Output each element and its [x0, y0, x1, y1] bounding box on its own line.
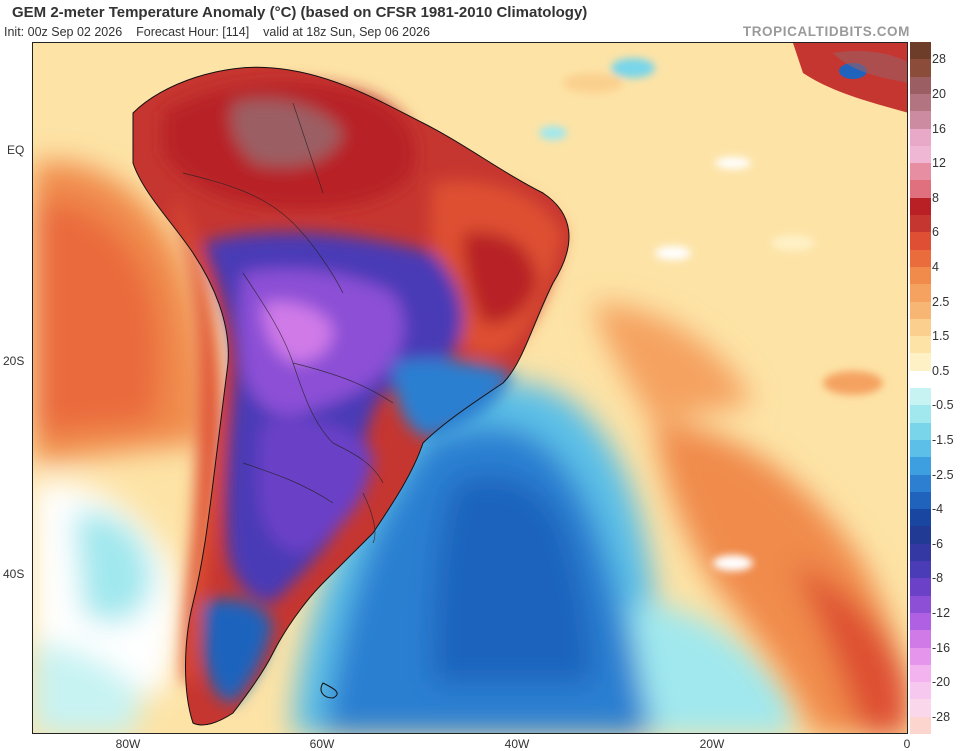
legend-swatch [910, 664, 931, 683]
legend-swatch [910, 457, 931, 475]
legend-swatch [910, 612, 931, 631]
lon-label-40w: 40W [504, 737, 530, 751]
valid-time: valid at 18z Sun, Sep 06 2026 [263, 25, 430, 39]
lat-label-eq: EQ [7, 143, 25, 157]
coastlines [132, 66, 570, 726]
legend-swatch [910, 647, 931, 666]
lon-label-80w: 80W [115, 737, 141, 751]
legend-label: 28 [932, 52, 946, 67]
legend-swatch [910, 405, 931, 424]
legend-swatch [910, 93, 931, 112]
legend-swatch [910, 630, 931, 648]
legend-swatch [910, 215, 931, 233]
legend-label: 2.5 [932, 294, 950, 309]
legend-swatch [910, 266, 931, 285]
legend-swatch [910, 111, 931, 129]
legend-swatch [910, 336, 931, 354]
brand-watermark: TROPICALTIDBITS.COM [742, 24, 910, 39]
legend-label: -2.5 [932, 467, 954, 482]
legend-label: -0.5 [932, 398, 954, 413]
legend-swatch [910, 145, 931, 164]
legend-label: 16 [932, 121, 946, 136]
legend-swatch [910, 370, 931, 389]
lon-label-20w: 20W [699, 737, 725, 751]
map-subtitle: Init: 00z Sep 02 2026 Forecast Hour: [114… [4, 25, 444, 39]
pacific-anomaly [33, 161, 205, 733]
legend-label: -1.5 [932, 432, 954, 447]
lat-label-20s: 20S [3, 354, 25, 368]
lat-label-40s: 40S [3, 567, 25, 581]
legend-swatch [910, 249, 931, 268]
legend-label: -4 [932, 502, 944, 517]
legend-swatch [910, 561, 931, 579]
legend-label: 6 [932, 225, 939, 240]
legend-label: 8 [932, 190, 939, 205]
legend-label: 12 [932, 156, 946, 171]
legend-swatch [910, 76, 931, 95]
legend-swatch [910, 301, 931, 320]
legend-swatch [910, 474, 931, 493]
legend-label: 4 [932, 259, 939, 274]
atlantic-warm-anomaly [593, 303, 907, 733]
legend-swatch [910, 388, 931, 406]
legend-label: -20 [932, 675, 951, 690]
legend-label: 20 [932, 86, 946, 101]
legend-label: 1.5 [932, 329, 950, 344]
legend-swatch [910, 509, 931, 527]
legend-swatch [910, 543, 931, 562]
legend-swatch [910, 180, 931, 199]
legend-swatch [910, 318, 931, 337]
forecast-hour: Forecast Hour: [114] [136, 25, 250, 39]
legend-swatch [910, 491, 931, 510]
legend-swatch [910, 353, 931, 372]
anomaly-map [32, 42, 908, 734]
legend-swatch [910, 59, 931, 78]
legend-swatch [910, 526, 931, 545]
legend-swatch [910, 422, 931, 441]
legend-swatch [910, 197, 931, 216]
continent-anomaly-fields [163, 82, 563, 703]
legend-label: -12 [932, 605, 951, 620]
legend-swatch [910, 716, 931, 735]
legend-label: 0.5 [932, 363, 950, 378]
atlantic-speckle [539, 58, 883, 571]
lon-label-60w: 60W [309, 737, 335, 751]
legend-swatch [910, 699, 931, 718]
legend-swatch [910, 682, 931, 700]
lon-label-0: 0 [903, 737, 911, 751]
init-time: Init: 00z Sep 02 2026 [4, 25, 123, 39]
legend-swatch [910, 284, 931, 302]
legend-swatch [910, 439, 931, 458]
legend-swatch [910, 595, 931, 614]
legend-label: -6 [932, 536, 944, 551]
legend-swatch [910, 232, 931, 251]
legend-swatch [910, 163, 931, 181]
color-legend: 28 20 16 12 8 6 4 2.5 1.5 0.5 -0.5 -1.5 -2.5 -4 -6 -8 -1… [910, 42, 960, 735]
legend-label: -16 [932, 640, 951, 655]
legend-swatch [910, 578, 931, 597]
map-canvas [33, 43, 907, 733]
map-title: GEM 2-meter Temperature Anomaly (°C) (ba… [12, 4, 588, 21]
legend-label: -28 [932, 709, 951, 724]
legend-label: -8 [932, 571, 944, 586]
legend-swatch [910, 42, 931, 60]
country-borders [182, 102, 394, 544]
africa-corner [793, 43, 907, 113]
legend-swatch [910, 128, 931, 147]
